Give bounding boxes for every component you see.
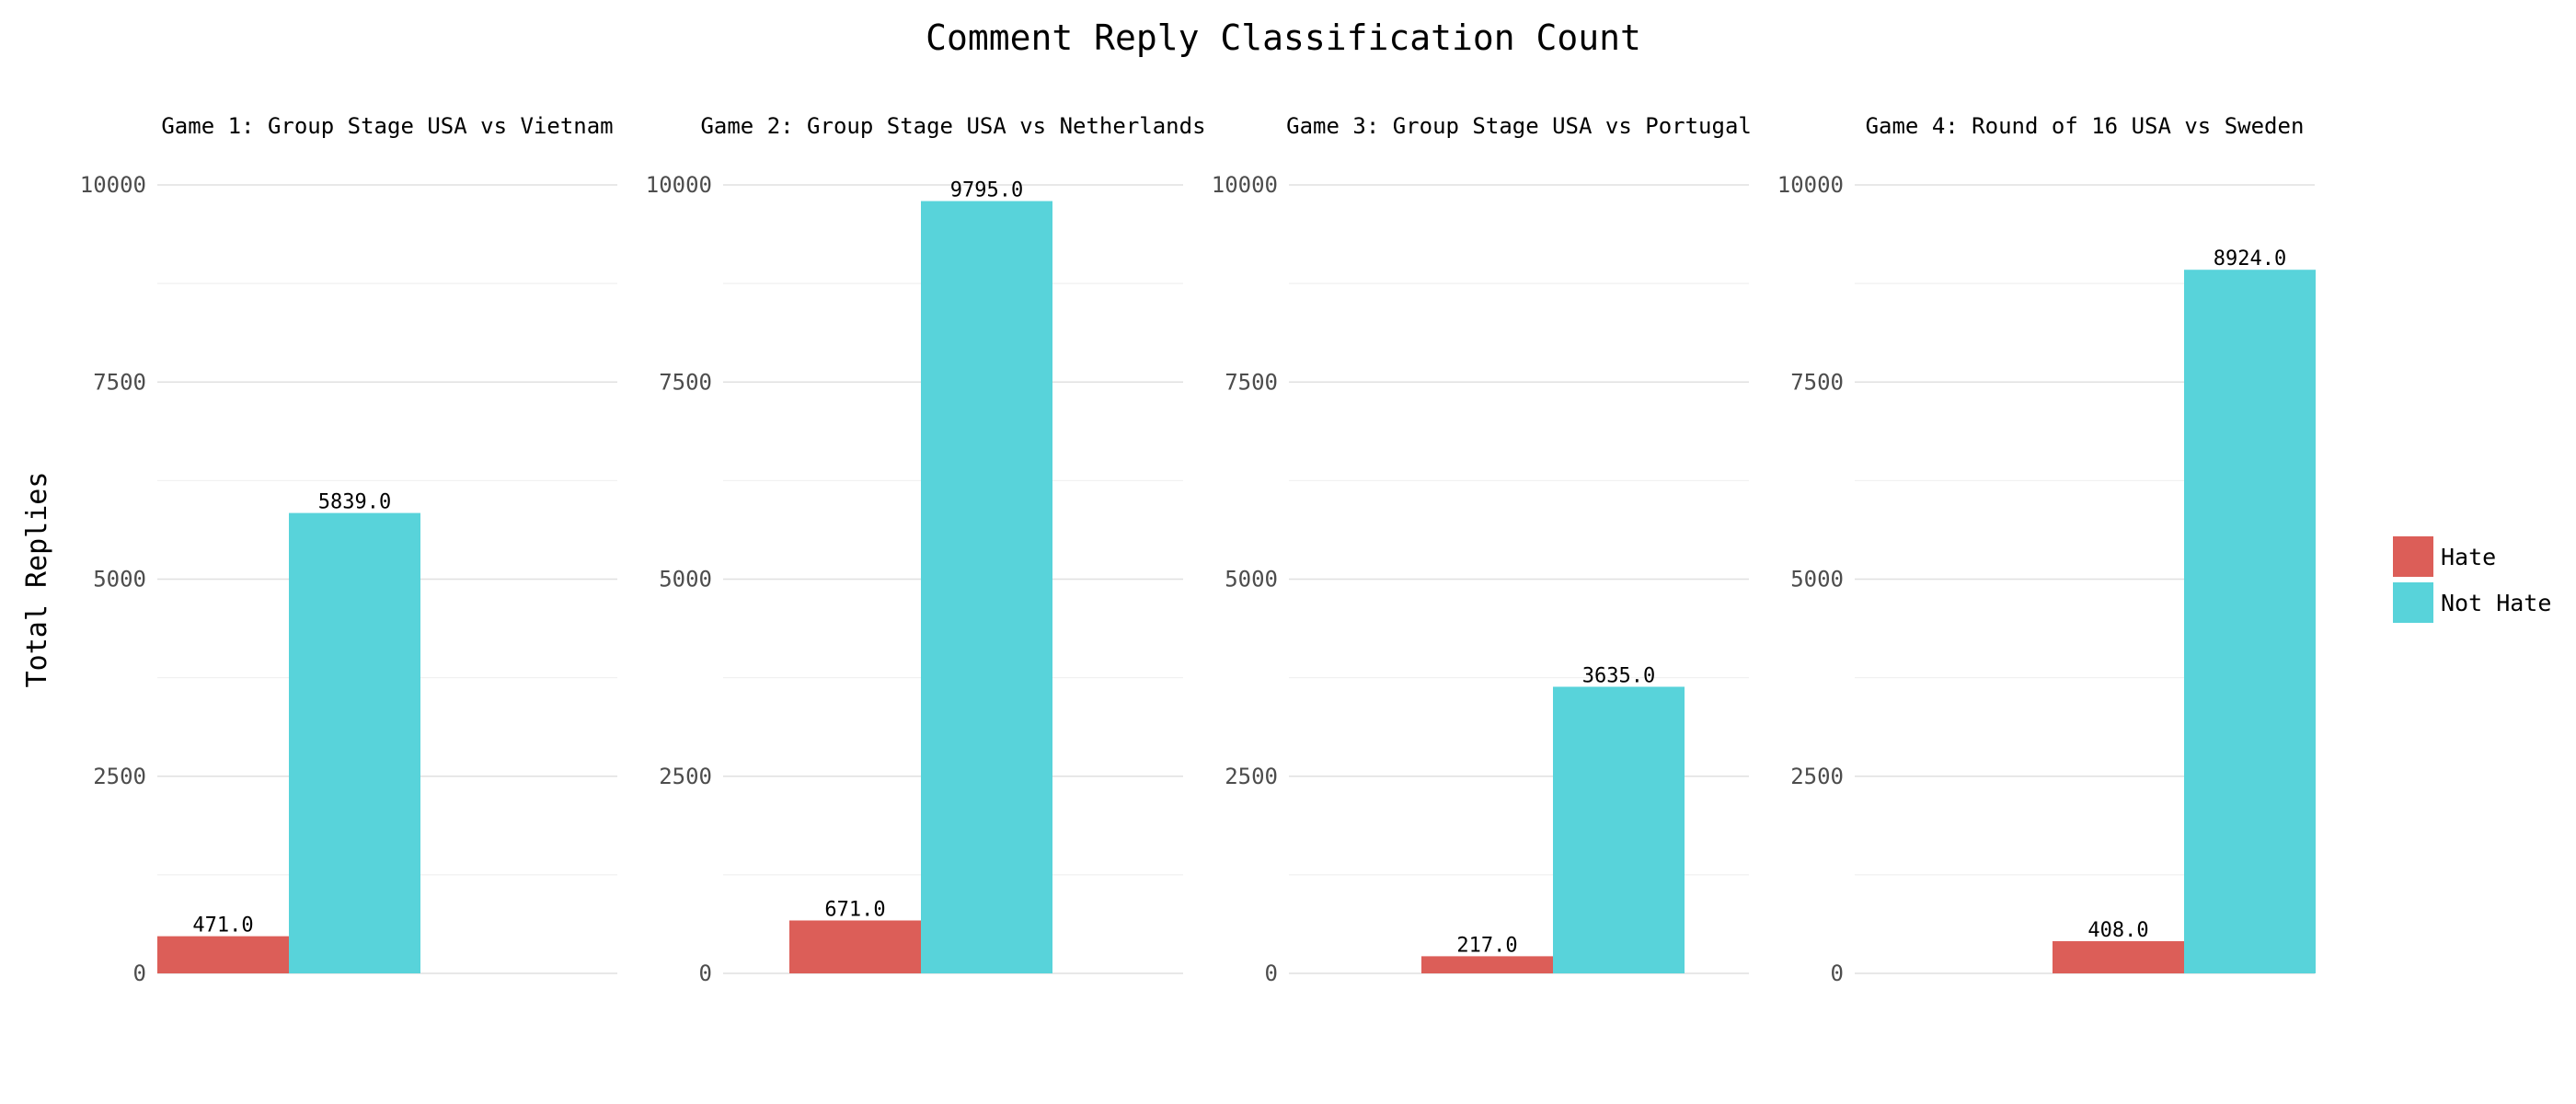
- y-tick-label: 5000: [1225, 567, 1278, 592]
- bar-value-label: 8924.0: [2214, 247, 2286, 270]
- bar-value-label: 9795.0: [950, 179, 1023, 202]
- y-tick-label: 7500: [659, 369, 712, 395]
- bar-not-hate: [1553, 686, 1685, 973]
- bar-hate: [789, 920, 921, 973]
- y-tick-label: 2500: [93, 764, 146, 789]
- y-tick-label: 7500: [1790, 369, 1844, 395]
- panel-3: 0 2500 5000 7500 10000 Game 3: Group Stage US…: [1212, 113, 1752, 986]
- bar-hate: [2053, 941, 2184, 973]
- y-tick-label: 0: [133, 960, 146, 986]
- bar-value-label: 408.0: [2087, 919, 2148, 942]
- panel-title: Game 4: Round of 16 USA vs Sweden: [1866, 113, 2305, 139]
- y-tick-label: 0: [1831, 960, 1844, 986]
- bar-value-label: 671.0: [824, 898, 885, 921]
- bar-hate: [1421, 956, 1553, 973]
- bar-hate: [157, 936, 289, 973]
- y-tick-label: 2500: [1790, 764, 1844, 789]
- bar-value-label: 471.0: [192, 914, 253, 937]
- y-tick-label: 2500: [659, 764, 712, 789]
- y-tick-label: 0: [699, 960, 712, 986]
- legend-label-hate: Hate: [2441, 544, 2496, 570]
- y-tick-label: 2500: [1225, 764, 1278, 789]
- panel-2: 0 2500 5000 7500 10000 Game 2: Group Stage US…: [646, 113, 1206, 986]
- legend-label-not-hate: Not Hate: [2441, 590, 2551, 616]
- y-tick-label: 0: [1265, 960, 1278, 986]
- y-tick-label: 7500: [1225, 369, 1278, 395]
- panel-title: Game 1: Group Stage USA vs Vietnam: [161, 113, 613, 139]
- y-tick-label: 7500: [93, 369, 146, 395]
- y-tick-label: 10000: [1212, 172, 1278, 198]
- panel-title: Game 3: Group Stage USA vs Portugal: [1286, 113, 1752, 139]
- legend-swatch-hate: [2393, 536, 2433, 577]
- bar-value-label: 5839.0: [318, 491, 391, 514]
- legend-swatch-not-hate: [2393, 582, 2433, 623]
- y-tick-label: 5000: [1790, 567, 1844, 592]
- y-tick-label: 5000: [93, 567, 146, 592]
- y-tick-label: 10000: [80, 172, 146, 198]
- bar-value-label: 217.0: [1456, 934, 1517, 957]
- panel-1: 0 2500 5000 7500 10000 Game 1: Group Stage US…: [80, 113, 617, 986]
- bar-not-hate: [2184, 270, 2316, 973]
- y-tick-label: 5000: [659, 567, 712, 592]
- bar-not-hate: [921, 201, 1052, 974]
- y-tick-label: 10000: [646, 172, 712, 198]
- y-axis-label: Total Replies: [21, 472, 53, 688]
- bar-value-label: 3635.0: [1582, 664, 1655, 687]
- panel-title: Game 2: Group Stage USA vs Netherlands: [700, 113, 1205, 139]
- chart-title: Comment Reply Classification Count: [926, 17, 1641, 58]
- legend: Hate Not Hate: [2393, 536, 2551, 623]
- facet-panels: 0 2500 5000 7500 10000 Game 1: Group Stage US…: [80, 113, 2316, 986]
- y-tick-label: 10000: [1777, 172, 1844, 198]
- panel-4: 0 2500 5000 7500 10000 Game 4: Round of 16 US…: [1777, 113, 2316, 986]
- bar-not-hate: [289, 512, 420, 973]
